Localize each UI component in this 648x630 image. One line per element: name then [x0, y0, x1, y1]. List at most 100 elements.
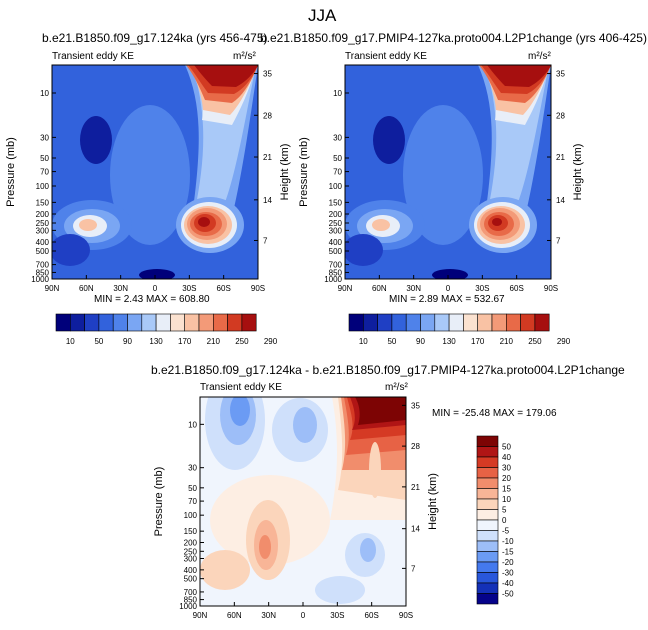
- height-tick-label: 21: [411, 483, 420, 492]
- y-tick-label: 100: [184, 511, 198, 520]
- y-tick-label: 400: [329, 238, 343, 247]
- height-tick-label: 35: [411, 401, 420, 410]
- x-tick-label: 90N: [338, 284, 353, 293]
- height-tick-label: 14: [263, 196, 272, 205]
- x-tick-label: 30N: [406, 284, 421, 293]
- colorbar-label: 90: [416, 337, 425, 346]
- panel3-left-label: Transient eddy KE: [200, 382, 282, 393]
- colorbar-swatch: [213, 313, 228, 332]
- colorbar-label: 170: [471, 337, 485, 346]
- x-tick-label: 90S: [251, 284, 265, 293]
- diff-colorbar-label: 50: [502, 443, 511, 452]
- y-tick-label: 70: [333, 168, 342, 177]
- panel2-title: b.e21.B1850.f09_g17.PMIP4-127ka.proto004…: [260, 31, 647, 45]
- diff-colorbar-swatch: [476, 530, 499, 542]
- height-tick-label: 14: [411, 525, 420, 534]
- diff-colorbar-swatch: [476, 446, 499, 458]
- colorbar-swatch: [155, 313, 171, 332]
- colorbar-swatch: [141, 313, 157, 332]
- x-tick-label: 60S: [365, 611, 379, 620]
- height-axis-label: Height (km): [279, 144, 291, 201]
- colorbar-swatch: [534, 313, 550, 332]
- diff-colorbar-swatch: [476, 456, 499, 468]
- colorbar-label: 250: [235, 337, 249, 346]
- height-axis-label: Height (km): [572, 144, 584, 201]
- y-tick-label: 30: [40, 133, 49, 142]
- x-tick-label: 90S: [544, 284, 558, 293]
- x-tick-label: 0: [446, 284, 451, 293]
- panel3-units: m²/s²: [385, 382, 408, 393]
- colorbar-swatch: [420, 313, 436, 332]
- colorbar-swatch: [448, 313, 464, 332]
- diff-colorbar-swatch: [476, 561, 499, 573]
- diff-colorbar-label: 20: [502, 474, 511, 483]
- y-tick-label: 700: [329, 261, 343, 270]
- height-tick-label: 35: [263, 70, 272, 79]
- colorbar-label: 290: [264, 337, 278, 346]
- y-tick-label: 700: [184, 588, 198, 597]
- panel3-field: [200, 397, 406, 606]
- colorbar-swatch: [505, 313, 521, 332]
- y-tick-label: 500: [184, 575, 198, 584]
- y-tick-label: 300: [184, 555, 198, 564]
- y-tick-label: 700: [36, 261, 50, 270]
- colorbar-swatch: [198, 313, 214, 332]
- diff-colorbar-swatch: [476, 435, 499, 447]
- colorbar-swatch: [348, 313, 364, 332]
- colorbar-swatch: [377, 313, 393, 332]
- x-tick-label: 60N: [79, 284, 94, 293]
- height-tick-label: 35: [556, 70, 565, 79]
- height-axis-label: Height (km): [427, 473, 439, 530]
- y-tick-label: 500: [329, 247, 343, 256]
- height-tick-label: 21: [556, 153, 565, 162]
- panel2-left-label: Transient eddy KE: [345, 51, 427, 62]
- colorbar-label: 10: [359, 337, 368, 346]
- y-tick-label: 70: [188, 497, 197, 506]
- colorbar-label: 50: [94, 337, 103, 346]
- diff-colorbar-label: 0: [502, 516, 507, 525]
- y-tick-label: 1000: [31, 275, 49, 284]
- y-tick-label: 50: [40, 154, 49, 163]
- diff-colorbar-label: 30: [502, 464, 511, 473]
- x-tick-label: 30S: [330, 611, 344, 620]
- y-tick-label: 100: [36, 182, 50, 191]
- colorbar-label: 130: [442, 337, 456, 346]
- colorbar-label: 210: [500, 337, 514, 346]
- y-tick-label: 150: [36, 198, 50, 207]
- colorbar-swatch: [227, 313, 243, 332]
- colorbar-label: 290: [557, 337, 571, 346]
- y-tick-label: 10: [40, 89, 49, 98]
- y-tick-label: 200: [36, 210, 50, 219]
- y-tick-label: 300: [329, 226, 343, 235]
- colorbar-swatch: [84, 313, 100, 332]
- colorbar-label: 250: [528, 337, 542, 346]
- diff-colorbar-swatch: [476, 488, 499, 500]
- y-tick-label: 850: [329, 268, 343, 277]
- colorbar-swatch: [477, 313, 493, 332]
- panel2-stats: MIN = 2.89 MAX = 532.67: [389, 294, 505, 305]
- y-tick-label: 50: [333, 154, 342, 163]
- diff-colorbar-swatch: [476, 467, 499, 479]
- height-tick-label: 7: [263, 236, 268, 245]
- x-tick-label: 30S: [475, 284, 489, 293]
- panel3-stats: MIN = -25.48 MAX = 179.06: [432, 408, 557, 419]
- diff-colorbar-label: -20: [502, 558, 514, 567]
- colorbar-swatch: [491, 313, 507, 332]
- colorbar-label: 130: [149, 337, 163, 346]
- diff-colorbar-label: 10: [502, 495, 511, 504]
- diff-colorbar-label: 15: [502, 485, 511, 494]
- x-tick-label: 90S: [399, 611, 413, 620]
- y-tick-label: 400: [36, 238, 50, 247]
- x-tick-label: 0: [153, 284, 158, 293]
- colorbar-swatch: [112, 313, 128, 332]
- diff-colorbar-swatch: [476, 477, 499, 489]
- panel1-title: b.e21.B1850.f09_g17.124ka (yrs 456-475): [42, 31, 268, 45]
- colorbar-swatch: [184, 313, 200, 332]
- panel2-field: [345, 65, 551, 279]
- y-tick-label: 200: [184, 539, 198, 548]
- colorbar-swatch: [127, 313, 143, 332]
- colorbar-swatch: [170, 313, 185, 332]
- y-tick-label: 300: [36, 226, 50, 235]
- diff-colorbar-swatch: [476, 540, 499, 552]
- y-tick-label: 850: [36, 268, 50, 277]
